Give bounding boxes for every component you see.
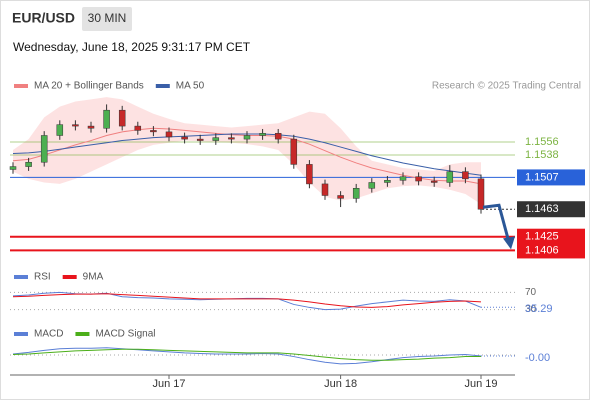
candle-body <box>56 124 64 136</box>
candle-body <box>9 166 17 170</box>
candle-body <box>103 109 110 129</box>
y-tick-label: 30 <box>525 304 537 315</box>
x-tick-label: Jun 19 <box>464 378 497 390</box>
legend-swatch <box>14 275 28 279</box>
x-tick-label: Jun 17 <box>152 378 185 390</box>
candle-body <box>399 176 407 181</box>
candle-body <box>40 135 48 163</box>
legend-swatch <box>75 332 90 336</box>
legend-label: 9MA <box>83 272 104 283</box>
legend-label: MACD <box>34 329 63 340</box>
level-box <box>517 169 585 186</box>
candle-body <box>181 136 188 140</box>
candle-body <box>321 183 329 196</box>
candle-body <box>384 180 391 183</box>
legend-label: MA 20 + Bollinger Bands <box>34 81 144 92</box>
candle-body <box>118 109 126 127</box>
level-box <box>517 242 585 259</box>
legend-label: MACD Signal <box>95 329 155 340</box>
candle-body <box>352 188 360 199</box>
legend-swatch <box>62 275 77 279</box>
x-tick-label: Jun 18 <box>324 378 357 390</box>
legend-label: MA 50 <box>176 81 205 92</box>
forecast-arrowhead <box>503 236 515 250</box>
candle-body <box>415 176 422 182</box>
last-value-label: -0.00 <box>525 352 550 364</box>
last-value-label: 35.29 <box>525 303 553 315</box>
timeframe: 30 MIN <box>88 11 127 25</box>
candle-body <box>259 133 266 136</box>
legend-swatch <box>155 84 170 88</box>
level-label: 1.1463 <box>525 203 559 215</box>
candle-body <box>462 171 469 180</box>
forecast-arrow <box>482 203 511 243</box>
legend-swatch <box>14 332 28 336</box>
candle-body <box>337 195 344 199</box>
candle-body <box>25 161 32 167</box>
indicator-line <box>12 348 481 361</box>
candle-body <box>212 137 220 141</box>
candle-body <box>228 137 235 140</box>
candle-body <box>150 130 157 133</box>
candle-body <box>430 180 438 183</box>
indicator-line <box>12 293 482 308</box>
level-box <box>517 201 585 218</box>
indicator-line <box>12 347 482 365</box>
timeframe-box <box>82 7 132 31</box>
symbol: EUR/USD <box>12 10 75 26</box>
level-label: 1.1507 <box>525 171 559 183</box>
candle-body <box>274 133 282 140</box>
candle-body <box>134 125 142 131</box>
candle-body <box>477 178 485 210</box>
legend-label: RSI <box>34 272 51 283</box>
level-label: 1.1406 <box>525 244 559 256</box>
y-tick-label: 70 <box>525 287 537 298</box>
level-label: 1.1425 <box>525 231 559 243</box>
candle-body <box>165 131 173 138</box>
candle-body <box>196 138 204 141</box>
candle-body <box>446 171 454 183</box>
level-label: 1.1556 <box>525 136 559 148</box>
candle-body <box>243 135 251 140</box>
legend-swatch <box>14 84 28 88</box>
candle-body <box>72 124 79 127</box>
datetime: Wednesday, June 18, 2025 9:31:17 PM CET <box>13 40 251 54</box>
candle-body <box>290 138 298 165</box>
level-label: 1.1538 <box>525 149 559 161</box>
level-box <box>517 228 585 245</box>
candle-body <box>368 182 376 189</box>
candle-body <box>87 125 95 129</box>
candle-body <box>306 164 313 185</box>
credit: Research © 2025 Trading Central <box>432 81 581 92</box>
